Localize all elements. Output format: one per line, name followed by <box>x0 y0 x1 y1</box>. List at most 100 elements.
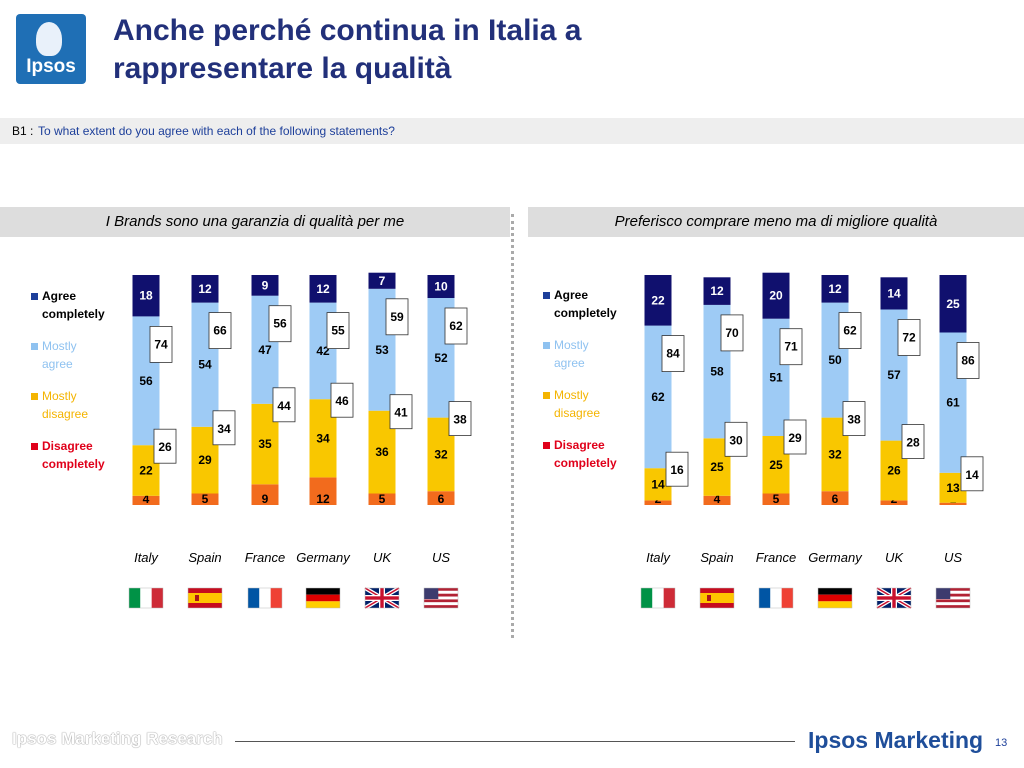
spain-flag-icon <box>699 587 735 609</box>
bar-italy-seg-4 <box>132 495 160 505</box>
legend-label-4-line2: completely <box>554 456 617 470</box>
left-stacked-bar-chart: Agree completely Mostly agree Mostly disagree… <box>31 272 472 610</box>
bar-uk-seg-4 <box>880 500 908 505</box>
bottom-total-us: 38 <box>453 413 467 427</box>
top-total-uk: 59 <box>390 310 404 324</box>
bar-france-seg-1 <box>251 275 279 296</box>
top-total-box-france <box>268 305 292 343</box>
france-flag-icon <box>247 587 283 609</box>
data-label-uk-seg-3: 36 <box>375 445 389 459</box>
title-line-1: Anche perché continua in Italia a <box>113 14 582 47</box>
data-label-germany-seg-3: 32 <box>828 447 842 461</box>
data-label-us-seg-1: 25 <box>946 297 960 311</box>
category-label-italy: Italy <box>134 550 159 565</box>
data-label-spain-seg-1: 12 <box>198 282 212 296</box>
question-bar: B1 : To what extent do you agree with ea… <box>0 118 1024 144</box>
data-label-us-seg-1: 10 <box>434 280 448 294</box>
data-label-germany-seg-1: 12 <box>828 282 842 296</box>
top-total-us: 62 <box>449 319 463 333</box>
data-label-uk-seg-4: 5 <box>379 492 386 506</box>
bottom-total-box-us <box>448 401 472 437</box>
top-total-box-us <box>956 342 980 379</box>
right-stacked-bar-chart: Agree completely Mostly agree Mostly disagree… <box>543 272 984 610</box>
data-label-italy-seg-1: 18 <box>139 289 153 303</box>
bar-france-seg-4 <box>762 493 790 505</box>
data-label-us-seg-3: 13 <box>946 481 960 495</box>
top-total-box-uk <box>385 298 409 336</box>
page-number: 13 <box>995 737 1008 749</box>
germany-flag-icon <box>305 587 341 609</box>
right-chart-title: Preferisco comprare meno ma di migliore … <box>528 207 1024 237</box>
top-total-box-uk <box>897 319 921 356</box>
top-total-box-spain <box>720 314 744 352</box>
legend-swatch-4 <box>31 443 38 450</box>
page-title: Anche perché continua in Italia a rappre… <box>113 12 813 88</box>
data-label-spain-seg-2: 58 <box>710 365 724 379</box>
data-label-uk-seg-2: 57 <box>887 368 901 382</box>
ipsos-logo: Ipsos <box>16 14 86 84</box>
bottom-total-box-spain <box>724 421 748 457</box>
legend-swatch-3 <box>543 392 550 399</box>
data-label-italy-seg-2: 62 <box>651 390 665 404</box>
legend-label-2-line2: agree <box>42 357 73 371</box>
bottom-total-box-france <box>272 387 296 423</box>
data-label-italy-seg-3: 14 <box>651 477 665 491</box>
bar-us-seg-4 <box>939 502 967 505</box>
legend-label-2-line2: agree <box>554 356 585 370</box>
bar-spain-seg-1 <box>703 277 731 305</box>
bottom-total-box-uk <box>389 394 413 430</box>
bar-uk-seg-1 <box>880 277 908 310</box>
data-label-germany-seg-2: 50 <box>828 353 842 367</box>
category-label-spain: Spain <box>188 550 221 565</box>
data-label-germany-seg-4: 12 <box>316 492 330 506</box>
bar-germany-seg-4 <box>821 491 849 505</box>
bar-spain-seg-4 <box>703 495 731 505</box>
legend-label-3-line2: disagree <box>42 407 88 421</box>
title-line-2: rappresentare la qualità <box>113 52 452 85</box>
footer-brand: Ipsos Marketing <box>808 727 984 753</box>
bar-us-seg-1 <box>939 275 967 333</box>
category-label-spain: Spain <box>700 550 733 565</box>
uk-flag-icon <box>363 586 401 610</box>
legend-swatch-4 <box>543 442 550 449</box>
data-label-spain-seg-4: 4 <box>714 492 721 506</box>
category-label-germany: Germany <box>296 550 351 565</box>
data-label-germany-seg-3: 34 <box>316 431 330 445</box>
data-label-france-seg-2: 47 <box>258 343 272 357</box>
spain-flag-icon <box>187 587 223 609</box>
italy-flag-icon <box>128 587 164 609</box>
top-total-box-spain <box>208 312 232 349</box>
data-label-france-seg-1: 20 <box>769 289 783 303</box>
bar-spain-seg-4 <box>191 493 219 505</box>
top-total-france: 71 <box>784 340 798 354</box>
question-code: B1 : <box>12 124 34 138</box>
legend-label-1-line2: completely <box>554 306 617 320</box>
logo-text: Ipsos <box>26 56 76 77</box>
legend-label-1-line2: completely <box>42 307 105 321</box>
top-total-box-italy <box>149 326 173 363</box>
bar-us-seg-4 <box>427 491 455 505</box>
bottom-total-italy: 26 <box>158 440 172 454</box>
top-total-box-italy <box>661 335 685 372</box>
bottom-total-uk: 41 <box>394 406 408 420</box>
legend-label-4-line1: Disagree <box>554 438 605 452</box>
data-label-spain-seg-4: 5 <box>202 492 209 506</box>
category-label-uk: UK <box>373 550 392 565</box>
data-label-uk-seg-2: 53 <box>375 343 389 357</box>
legend-label-1-line1: Agree <box>554 288 588 302</box>
category-label-uk: UK <box>885 550 904 565</box>
category-label-france: France <box>245 550 285 565</box>
top-total-germany: 62 <box>843 324 857 338</box>
legend-label-4-line1: Disagree <box>42 439 93 453</box>
bottom-total-germany: 46 <box>335 394 349 408</box>
bottom-total-spain: 34 <box>217 422 231 436</box>
top-total-germany: 55 <box>331 324 345 338</box>
data-label-spain-seg-1: 12 <box>710 284 724 298</box>
data-label-us-seg-3: 32 <box>434 447 448 461</box>
bottom-total-box-italy <box>665 451 689 487</box>
bottom-total-france: 29 <box>788 431 802 445</box>
category-label-germany: Germany <box>808 550 863 565</box>
top-total-box-us <box>444 307 468 345</box>
category-label-france: France <box>756 550 796 565</box>
bar-us-seg-1 <box>427 275 455 298</box>
